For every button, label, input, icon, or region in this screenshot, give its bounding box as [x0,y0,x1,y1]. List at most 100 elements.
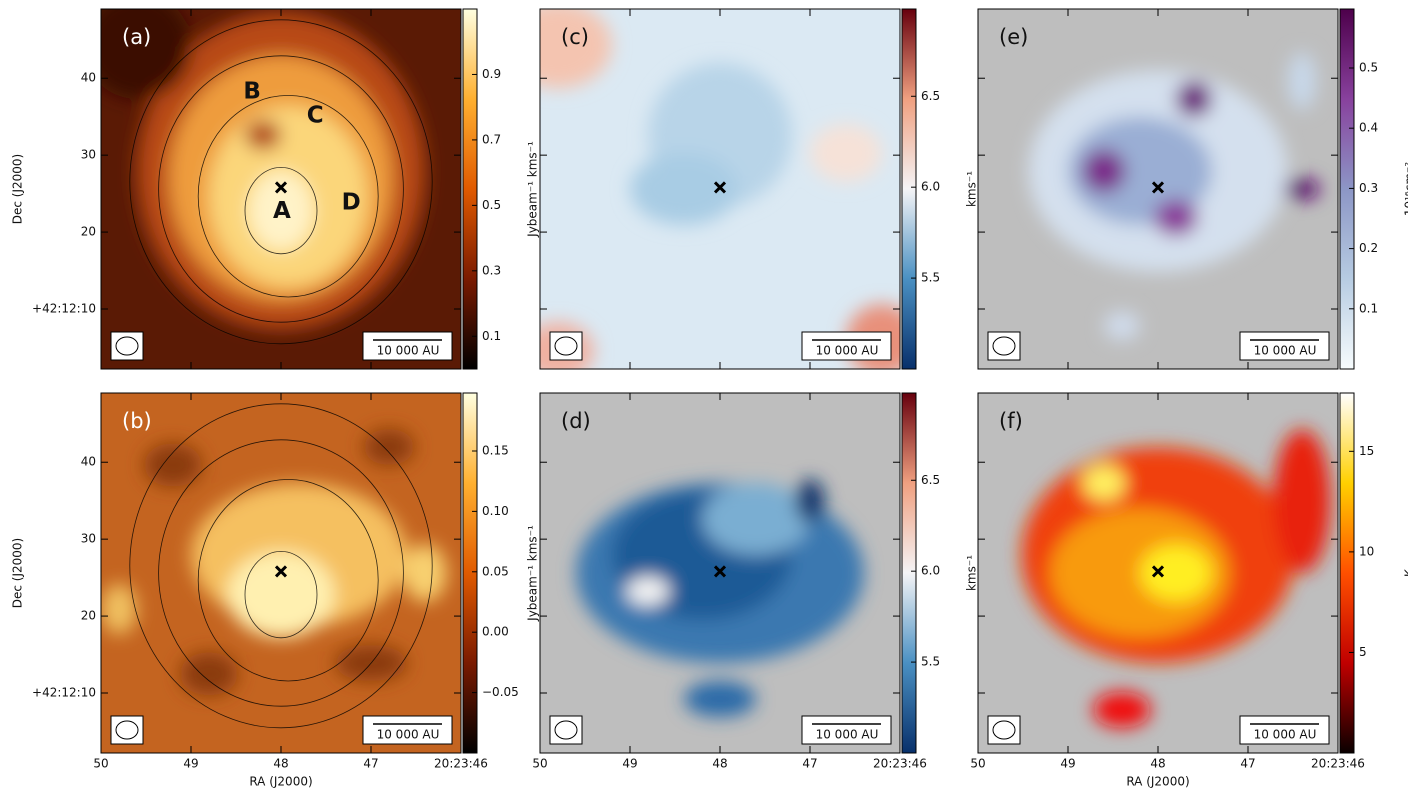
y-tick-label: 40 [81,71,96,85]
colorbar-tick-label: 10 [1359,544,1374,558]
colorbar-tick-label: 6.5 [921,473,940,487]
colorbar-tick-label: 0.5 [1359,60,1378,74]
panel: +42:12:10 20 30 40 Dec (J2000) (a) B C A D 10 000 … [11,8,540,370]
colorbar-tick-label: 5.5 [921,655,940,669]
colorbar-label: 10¹⁶cm⁻² [1403,162,1408,217]
contour [197,94,379,298]
scale-label: 10 000 AU [816,728,879,742]
colorbar-tick-label: 0.9 [482,67,501,81]
map-blobs [1021,429,1331,728]
map-blob [684,681,756,717]
x-tick-label: 47 [1240,757,1255,771]
map-blob [403,544,447,602]
colorbar [462,392,478,754]
scale-box [362,331,453,361]
colorbar [901,392,917,754]
colorbar-label: kms⁻¹ [965,171,979,207]
panel-label: (d) [561,409,591,433]
colorbar [462,8,478,370]
colorbar-tick-label: 6.5 [921,89,940,103]
contour [158,55,404,323]
center-marker [713,565,727,578]
map-blob [630,153,738,225]
x-tick-label: 50 [93,757,108,771]
map-blob [1082,149,1126,193]
colorbar-tick-label: 0.4 [1359,121,1378,135]
panel: 50 49 48 47 20:23:46 (d) 10 000 AU 5.5 6.0 6.5 kms… [532,392,979,771]
map-blob [101,583,137,635]
y-tick-label: 40 [81,455,96,469]
map-blob [1104,311,1140,341]
map-blob [245,120,281,150]
x-tick-label: 20:23:46 [1311,757,1365,771]
panel-label: (b) [122,409,152,433]
map-image [540,9,900,369]
map-blob [180,652,238,696]
x-axis-label: RA (J2000) [1126,775,1189,789]
scale-label: 10 000 AU [1254,344,1317,358]
scale-label: 10 000 AU [377,344,440,358]
map-blob [101,9,191,99]
colorbar [901,8,917,370]
x-tick-label: 48 [1150,757,1165,771]
colorbar-tick-label: −0.05 [482,685,519,699]
x-tick-label: 20:23:46 [873,757,927,771]
map-blob [248,171,314,251]
colorbar-tick-label: 0.5 [482,198,501,212]
map-blobs [576,479,864,717]
map-blob [1082,465,1126,501]
contour [158,439,404,707]
y-axis-label: Dec (J2000) [11,154,25,224]
contour [129,403,433,729]
y-tick-label: 30 [81,532,96,546]
center-marker [1151,181,1165,194]
x-tick-label: 49 [622,757,637,771]
colorbar [1339,392,1355,754]
scale-box [362,715,453,745]
colorbar-tick-label: 0.3 [482,263,501,277]
map-blob [795,479,825,523]
contour [129,19,433,345]
map-image [978,9,1338,369]
colorbar-tick-label: 0.1 [482,329,501,343]
center-marker [713,181,727,194]
map-blob [1140,544,1212,602]
y-tick-label: 20 [81,609,96,623]
scale-box [1239,331,1330,361]
panel-label: (e) [999,25,1028,49]
map-blob [1068,117,1212,225]
beam [992,336,1016,356]
colorbar-tick-label: 0.00 [482,625,509,639]
scale-label: 10 000 AU [816,344,879,358]
y-tick-label: 30 [81,148,96,162]
panel-label: (f) [999,409,1023,433]
x-tick-label: 50 [532,757,547,771]
contour [197,479,379,682]
beam [554,336,578,356]
source-label: C [307,102,324,128]
map-blob [1284,178,1320,200]
map-blob [1176,81,1212,117]
map-image [978,393,1338,753]
colorbar-tick-label: 5 [1359,645,1367,659]
colorbar-tick-label: 6.0 [921,180,940,194]
colorbar-tick-label: 0.2 [1359,241,1378,255]
contour [244,550,318,639]
map-blob [702,483,810,555]
colorbar-tick-label: 15 [1359,444,1374,458]
map-blob [363,429,415,465]
panel-label: (a) [122,25,151,49]
beam [115,336,139,356]
map-blob [540,9,612,89]
colorbar-tick-label: 0.3 [1359,181,1378,195]
source-label: A [273,198,291,224]
y-tick-label: 20 [81,225,96,239]
panel: 50 49 48 47 20:23:46 RA (J2000) (f) 10 000 AU 5 1… [970,392,1408,789]
x-tick-label: 49 [183,757,198,771]
map-blobs [101,9,425,330]
colorbar-label: Jybeam⁻¹ kms⁻¹ [526,141,540,238]
map-blob [227,551,335,638]
x-tick-label: 47 [363,757,378,771]
y-tick-label: +42:12:10 [32,302,96,316]
